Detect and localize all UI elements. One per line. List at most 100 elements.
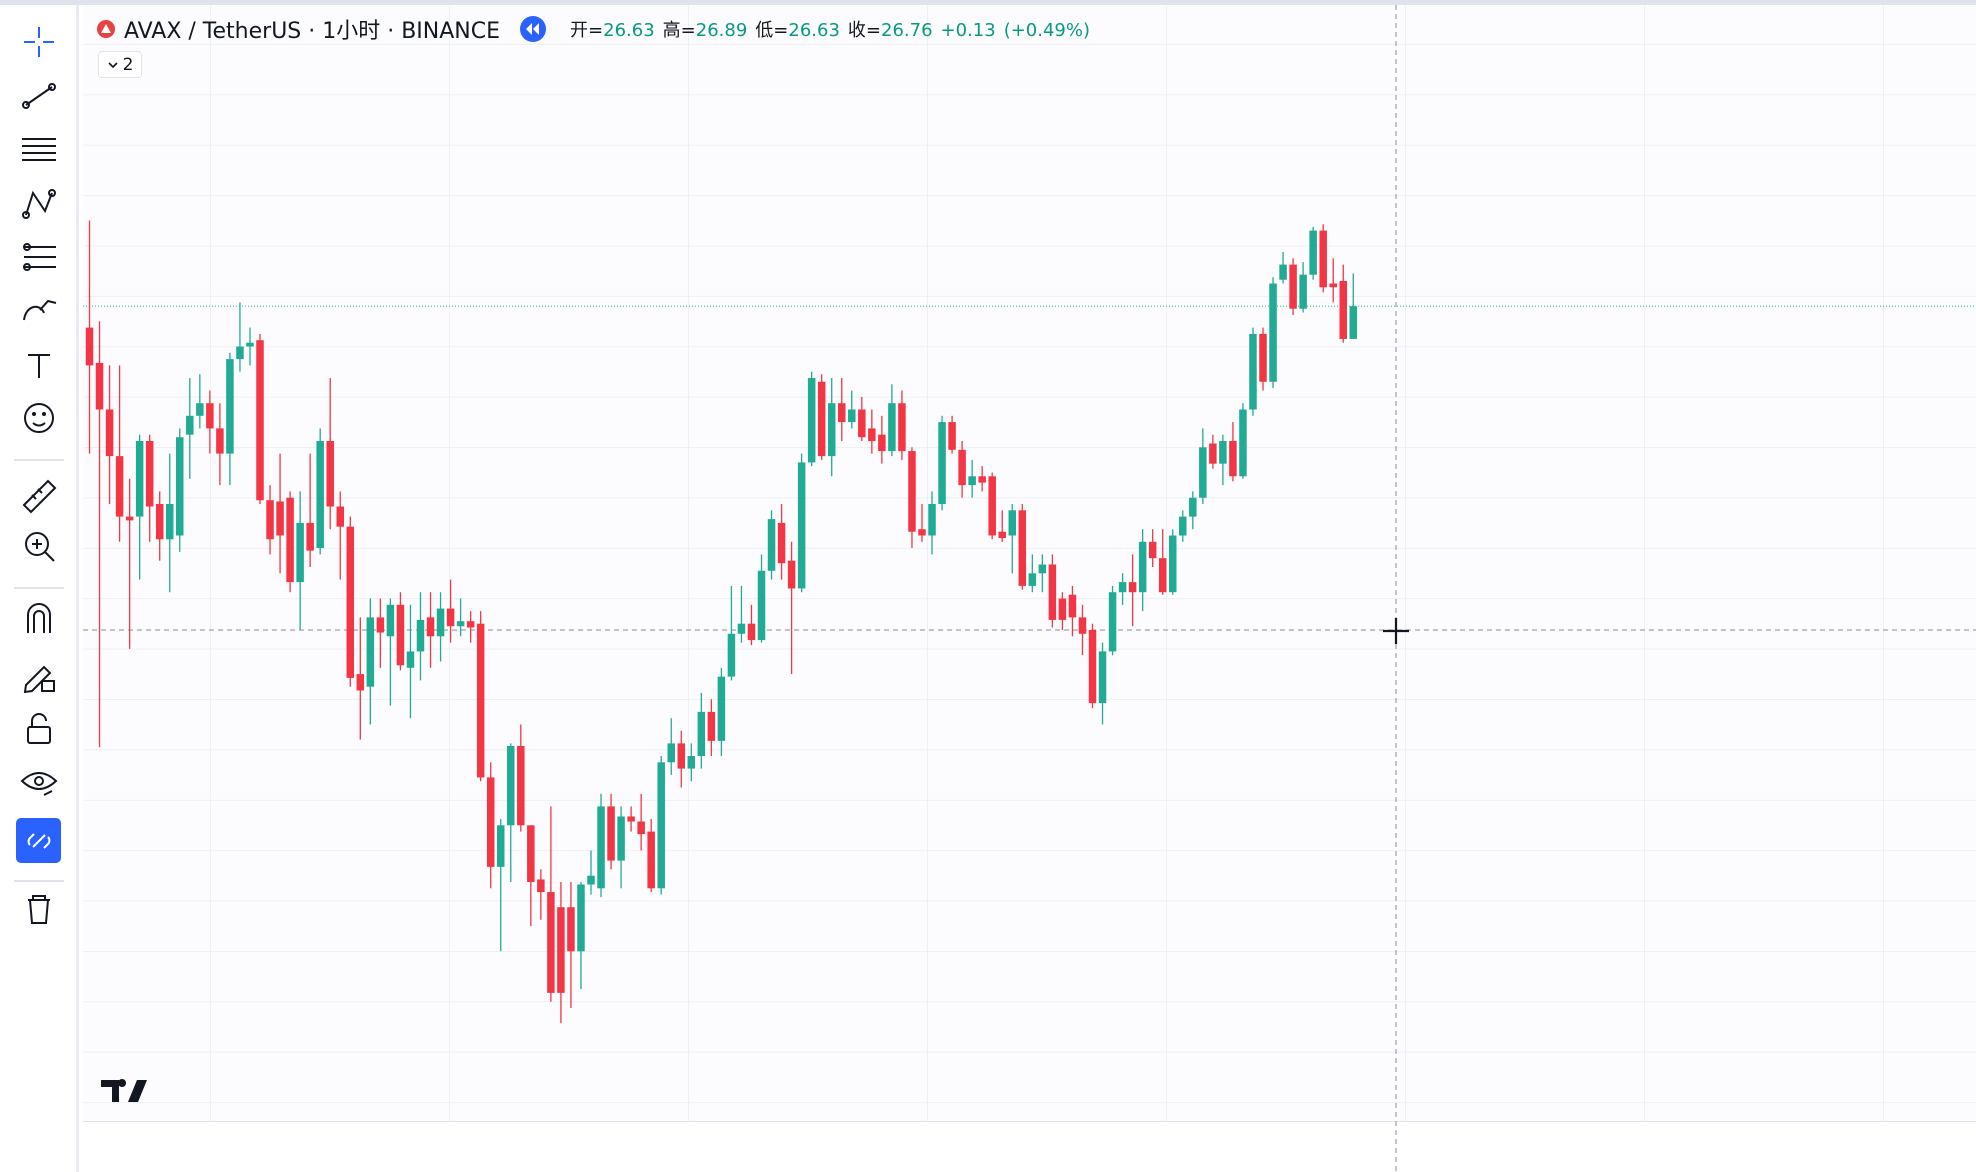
candle-body (797, 462, 806, 589)
candle-body (186, 415, 194, 435)
crosshair-tool[interactable] (24, 27, 54, 57)
candle-body (1299, 274, 1307, 309)
candle-body (1319, 230, 1327, 288)
pattern-tool[interactable] (22, 189, 56, 219)
change-value: +0.13 (940, 20, 996, 41)
trend-line-tool[interactable] (22, 83, 56, 109)
candle-body (165, 504, 174, 540)
candle-body (547, 892, 555, 993)
candle-body (386, 604, 395, 637)
candle-body (196, 403, 204, 416)
candle-body (105, 409, 114, 457)
candle-body (868, 428, 876, 441)
link-icon (27, 833, 51, 849)
candle-body (858, 409, 866, 438)
candle-body (416, 619, 425, 652)
chevron (108, 61, 118, 68)
candle-body (767, 519, 776, 571)
open-label: 开= (570, 20, 604, 41)
candle-body (557, 907, 565, 993)
forecast-tool[interactable] (23, 243, 56, 271)
candle-body (135, 441, 144, 517)
candle-body (918, 529, 926, 536)
candle-body (988, 476, 996, 536)
candle-body (336, 506, 344, 527)
symbol-title[interactable]: AVAX / TetherUS · 1小时 · BINANCE (124, 19, 501, 44)
candle-body (155, 504, 164, 540)
collapse-button[interactable]: 2 (98, 51, 142, 78)
chart-area (83, 5, 1976, 1122)
magnet-tool[interactable] (27, 603, 51, 633)
cursor (1383, 618, 1409, 644)
candle-body (938, 422, 946, 504)
candle-body (1279, 264, 1287, 280)
candle-body (366, 617, 375, 687)
candle-body (687, 756, 696, 769)
candle-body (406, 651, 415, 668)
candle-body (176, 437, 184, 536)
candle-body (968, 476, 976, 486)
candle-body (1259, 333, 1267, 382)
candle-body (1199, 447, 1207, 498)
brush-tool[interactable] (23, 299, 57, 321)
candle-body (466, 621, 475, 628)
candle-body (898, 403, 906, 452)
candle-body (978, 476, 986, 483)
watermark-logo (101, 1079, 147, 1102)
close-value: 26.76 (881, 20, 933, 41)
candle-body (757, 570, 766, 641)
change-percent: (+0.49%) (1003, 20, 1091, 41)
ruler-tool[interactable] (22, 479, 57, 514)
candle-body (1038, 564, 1047, 574)
candle-body (456, 621, 465, 627)
candle-body (1189, 497, 1197, 517)
candle-body (145, 441, 154, 507)
visibility-tool[interactable] (20, 772, 58, 796)
candle-body (667, 743, 675, 763)
candle-body (286, 497, 294, 583)
candle-body (817, 381, 826, 457)
delete-tool[interactable] (28, 895, 50, 924)
candle-body (376, 617, 385, 633)
candle-body (637, 821, 645, 835)
candle-body (426, 617, 435, 637)
time-axis (83, 1121, 1976, 1172)
candle-body (1088, 630, 1097, 704)
symbol-logo (97, 20, 115, 38)
text-tool[interactable] (28, 354, 50, 378)
replay-button[interactable] (518, 14, 548, 44)
high-label: 高= (662, 20, 696, 41)
candle-body (747, 623, 756, 641)
candle-body (657, 762, 665, 889)
candle-body (1289, 264, 1297, 309)
candle-body (486, 777, 495, 867)
candle-body (236, 346, 244, 360)
candle-body (446, 608, 455, 627)
candle-body (617, 816, 625, 861)
lock-drawing-tool[interactable] (23, 665, 55, 694)
candle-body (1309, 230, 1317, 275)
icon-tool[interactable] (24, 403, 54, 433)
candle-body (356, 674, 365, 691)
symbol-legend: AVAX / TetherUS · 1小时 · BINANCE 开=26.63 高… (96, 14, 1098, 44)
low-value: 26.63 (788, 20, 840, 41)
candle-body (306, 522, 314, 551)
candle-body (276, 501, 284, 536)
open-value: 26.63 (603, 20, 655, 41)
zoom-tool[interactable] (25, 532, 55, 562)
candle-body (838, 403, 846, 423)
candle-body (346, 526, 355, 678)
candle-body (296, 522, 304, 583)
candle-body (827, 403, 836, 457)
low-label: 低= (755, 20, 789, 41)
candle-body (1158, 558, 1167, 593)
lock-tool[interactable] (27, 713, 51, 744)
candle-body (436, 608, 445, 637)
candle-body (888, 403, 896, 452)
fib-tool[interactable] (22, 138, 56, 161)
ohlc-values: 开=26.63 高=26.89 低=26.63 收=26.76 +0.13 (+0.49%… (570, 16, 1098, 42)
candle-body (517, 745, 525, 826)
candle-body (737, 623, 746, 634)
candle-body (707, 711, 716, 741)
